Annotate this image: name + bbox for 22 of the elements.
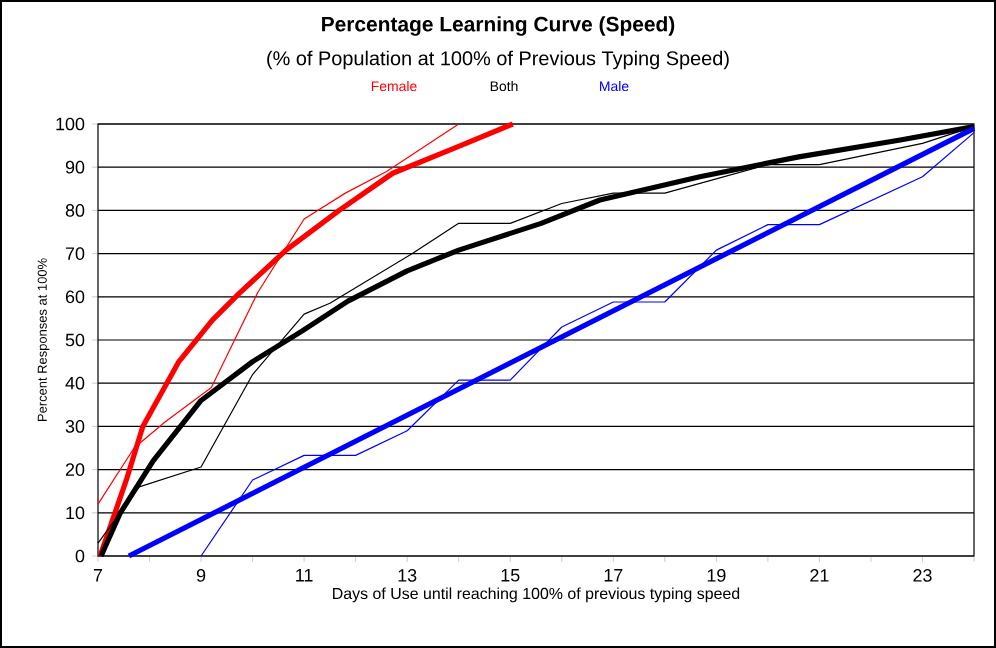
y-tick-label: 20 (65, 463, 85, 476)
x-tick-label: 23 (913, 569, 932, 582)
y-tick-label: 40 (65, 376, 85, 390)
x-tick-label: 7 (93, 569, 103, 582)
x-tick-label: 9 (196, 569, 206, 582)
y-tick-label: 0 (75, 549, 85, 563)
y-tick-label: 90 (65, 160, 85, 174)
x-tick-label: 19 (707, 569, 726, 582)
x-tick-label: 17 (604, 569, 623, 582)
y-tick-label: 30 (65, 420, 85, 433)
x-tick-label: 21 (810, 569, 829, 582)
chart-title: Percentage Learning Curve (Speed) (322, 16, 675, 36)
y-tick-label: 60 (65, 290, 85, 304)
chart-subtitle: (% of Population at 100% of Previous Typing Speed) (267, 50, 729, 70)
y-tick-label: 70 (65, 247, 85, 260)
x-tick-label: 13 (398, 569, 417, 582)
y-tick-label: 80 (65, 204, 85, 217)
x-tick-label: 15 (501, 569, 520, 582)
y-tick-label: 100 (56, 117, 85, 131)
y-tick-label: 10 (66, 506, 85, 520)
x-tick-label: 11 (296, 569, 313, 582)
y-tick-label: 50 (65, 333, 85, 347)
